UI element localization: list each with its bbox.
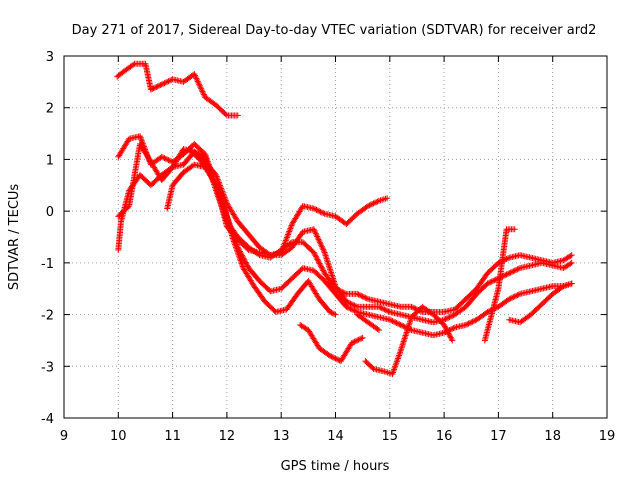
series-trace-j	[506, 280, 575, 326]
series-trace-g	[297, 321, 366, 365]
x-tick-label: 17	[490, 429, 507, 444]
grid	[64, 56, 607, 418]
series-trace-a	[114, 60, 241, 119]
y-tick-label: -3	[41, 360, 54, 375]
y-tick-label: 3	[46, 50, 54, 65]
y-tick-label: 2	[46, 102, 54, 117]
x-tick-label: 15	[382, 429, 399, 444]
y-tick-label: 0	[46, 205, 54, 220]
series-trace-i	[481, 226, 518, 344]
chart-title: Day 271 of 2017, Sidereal Day-to-day VTE…	[72, 23, 597, 38]
axis-ticks	[63, 55, 608, 419]
y-tick-labels: -4 -3 -2 -1 0 1 2 3	[41, 50, 54, 427]
series-trace-h	[362, 303, 456, 378]
y-axis-label: SDTVAR / TECUs	[7, 184, 22, 291]
x-tick-label: 16	[436, 429, 453, 444]
x-tick-label: 10	[110, 429, 127, 444]
y-tick-label: -2	[41, 309, 54, 324]
y-tick-label: -1	[41, 257, 54, 272]
x-tick-labels: 9 10 11 12 13 14 15 16 17 18 19	[60, 429, 615, 444]
x-tick-label: 14	[327, 429, 344, 444]
data-series	[114, 60, 575, 378]
x-tick-label: 11	[164, 429, 181, 444]
series-trace-e	[164, 161, 575, 339]
y-tick-label: 1	[46, 153, 54, 168]
x-axis-label: GPS time / hours	[281, 459, 390, 474]
x-tick-label: 19	[599, 429, 616, 444]
series-trace-f	[185, 146, 339, 318]
x-tick-label: 12	[219, 429, 236, 444]
x-tick-label: 9	[60, 429, 68, 444]
series-trace-k	[354, 311, 382, 334]
x-tick-label: 18	[544, 429, 561, 444]
x-tick-label: 13	[273, 429, 290, 444]
y-tick-label: -4	[41, 412, 54, 427]
